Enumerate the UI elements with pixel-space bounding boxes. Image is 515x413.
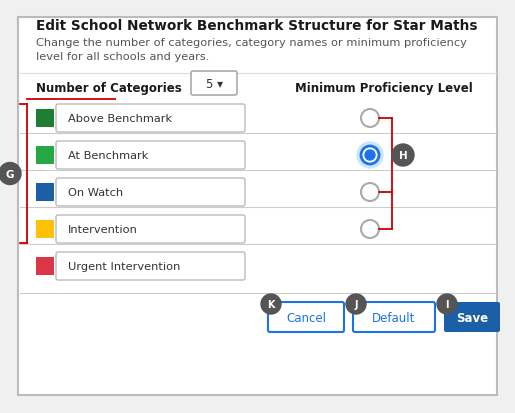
FancyBboxPatch shape: [18, 18, 497, 395]
Text: Cancel: Cancel: [286, 311, 326, 324]
Circle shape: [361, 221, 379, 238]
FancyBboxPatch shape: [444, 302, 500, 332]
Circle shape: [365, 151, 375, 161]
FancyBboxPatch shape: [56, 216, 245, 243]
Text: On Watch: On Watch: [68, 188, 123, 197]
Text: Save: Save: [456, 311, 488, 324]
Text: Minimum Proficiency Level: Minimum Proficiency Level: [295, 82, 473, 95]
Text: At Benchmark: At Benchmark: [68, 151, 148, 161]
Text: J: J: [354, 299, 358, 309]
Text: I: I: [445, 299, 449, 309]
FancyBboxPatch shape: [56, 105, 245, 133]
Circle shape: [437, 294, 457, 314]
Text: Edit School Network Benchmark Structure for Star Maths: Edit School Network Benchmark Structure …: [36, 19, 477, 33]
Text: K: K: [267, 299, 274, 309]
Circle shape: [361, 183, 379, 202]
Text: 5 ▾: 5 ▾: [205, 77, 222, 90]
Text: Urgent Intervention: Urgent Intervention: [68, 261, 180, 271]
Text: Number of Categories: Number of Categories: [36, 82, 182, 95]
Circle shape: [0, 163, 21, 185]
FancyBboxPatch shape: [191, 72, 237, 96]
FancyBboxPatch shape: [56, 252, 245, 280]
Text: Default: Default: [372, 311, 416, 324]
Text: G: G: [6, 169, 14, 179]
FancyBboxPatch shape: [56, 142, 245, 170]
Circle shape: [357, 142, 383, 169]
Text: Above Benchmark: Above Benchmark: [68, 114, 172, 124]
Circle shape: [361, 110, 379, 128]
Text: Change the number of categories, category names or minimum proficiency
level for: Change the number of categories, categor…: [36, 38, 467, 62]
Bar: [36, 147, 54, 165]
Bar: [36, 221, 54, 238]
Bar: [36, 110, 54, 128]
Text: H: H: [399, 151, 407, 161]
Text: Intervention: Intervention: [68, 224, 138, 235]
Circle shape: [261, 294, 281, 314]
Circle shape: [346, 294, 366, 314]
FancyBboxPatch shape: [268, 302, 344, 332]
Circle shape: [392, 145, 414, 166]
Circle shape: [361, 147, 379, 165]
Bar: [36, 183, 54, 202]
FancyBboxPatch shape: [56, 178, 245, 206]
Bar: [36, 257, 54, 275]
FancyBboxPatch shape: [353, 302, 435, 332]
